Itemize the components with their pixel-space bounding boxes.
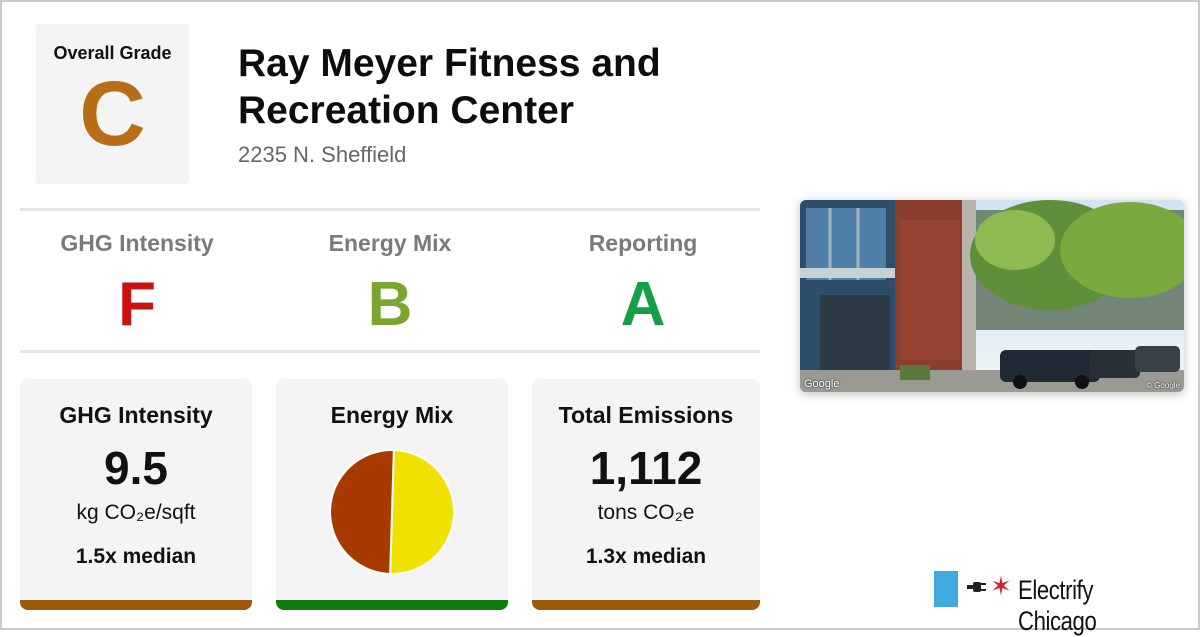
- card-accent-bar: [532, 600, 760, 610]
- sub-grade-letter: F: [118, 270, 156, 339]
- total-emissions-median: 1.3x median: [585, 545, 707, 568]
- card-accent-bar: [20, 600, 252, 610]
- overall-grade-box: Overall Grade C: [36, 24, 189, 184]
- building-name: Ray Meyer Fitness and Recreation Center: [238, 42, 661, 132]
- overall-grade-letter: C: [79, 63, 146, 165]
- sub-grade-letter: B: [367, 270, 413, 339]
- building-address: 2235 N. Sheffield: [238, 142, 407, 167]
- total-emissions-value: 1,112: [589, 442, 703, 494]
- sub-grade-letter: A: [620, 270, 666, 339]
- flag-stripe-icon: [934, 571, 958, 607]
- card-accent-bar: [276, 600, 508, 610]
- total-emissions-card: Total Emissions 1,112 tons CO₂e 1.3x med…: [532, 379, 760, 610]
- sub-grade-reporting: Reporting A: [523, 214, 763, 336]
- plug-icon: [967, 580, 987, 599]
- card-title: GHG Intensity: [59, 402, 213, 428]
- energy-mix-pie-chart: [329, 448, 455, 576]
- pie-slice-0: [389, 448, 455, 575]
- ghg-intensity-value: 9.5: [104, 442, 168, 494]
- photo-credit: Google: [804, 378, 840, 390]
- ghg-intensity-unit: kg CO₂e/sqft: [76, 501, 196, 524]
- pie-slice-1: [329, 449, 395, 576]
- total-emissions-unit: tons CO₂e: [597, 501, 695, 524]
- card-title: Total Emissions: [558, 402, 734, 428]
- card-title: Energy Mix: [330, 402, 454, 428]
- building-photo: Google © Google: [800, 200, 1184, 392]
- sub-grade-ghg-intensity: GHG Intensity F: [17, 214, 257, 336]
- ghg-intensity-median: 1.5x median: [75, 545, 197, 568]
- divider-bottom: [20, 350, 760, 353]
- ghg-intensity-card: GHG Intensity 9.5 kg CO₂e/sqft 1.5x medi…: [20, 379, 252, 610]
- overall-grade-label: Overall Grade: [53, 43, 172, 63]
- sub-grade-label: GHG Intensity: [60, 230, 214, 256]
- divider-top: [20, 208, 760, 211]
- sub-grade-energy-mix: Energy Mix B: [270, 214, 510, 336]
- electrify-chicago-logo[interactable]: ✶ Electrify Chicago: [934, 571, 1184, 636]
- photo-credit-small: © Google: [1146, 381, 1180, 390]
- sub-grade-label: Reporting: [588, 230, 698, 256]
- sub-grades-row: GHG Intensity F Energy Mix B Reporting A: [20, 214, 760, 349]
- brand-name: Electrify Chicago: [1018, 575, 1097, 636]
- street-view-image: [800, 200, 1184, 392]
- energy-mix-card: Energy Mix: [276, 379, 508, 610]
- sub-grade-label: Energy Mix: [328, 230, 452, 256]
- chicago-star-icon: ✶: [990, 571, 1012, 601]
